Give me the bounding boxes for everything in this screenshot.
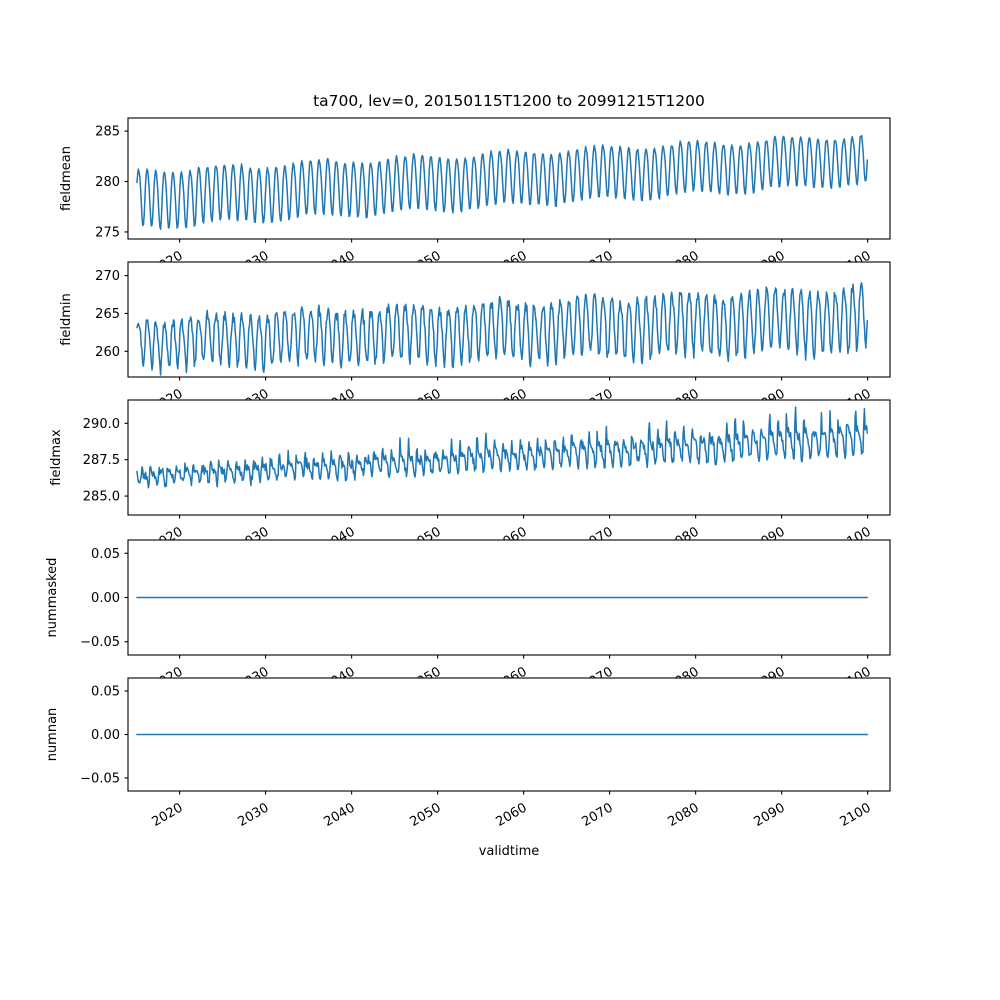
y-tick-label: −0.05 <box>80 635 120 650</box>
y-tick-label: 0.00 <box>91 591 120 606</box>
y-axis-label-numnan: numnan <box>45 708 60 762</box>
y-tick-label: 285 <box>95 125 120 140</box>
axes-spines <box>127 261 891 378</box>
data-line-fieldmean <box>136 134 869 230</box>
y-tick-label: 265 <box>95 307 120 322</box>
y-axis-label-fieldmin: fieldmin <box>59 293 74 346</box>
y-tick-label: −0.05 <box>80 771 120 786</box>
y-tick-label: 0.05 <box>91 685 120 700</box>
axes-spines <box>127 117 891 240</box>
axes-spines <box>127 539 891 656</box>
plot-area-background <box>128 262 890 377</box>
plot-area-background <box>128 118 890 239</box>
y-tick-label: 287.5 <box>83 453 120 468</box>
y-tick-label: 275 <box>95 225 120 240</box>
plot-area-background <box>128 400 890 515</box>
y-axis-label-fieldmax: fieldmax <box>49 429 64 486</box>
figure-title: ta700, lev=0, 20150115T1200 to 20991215T… <box>313 92 705 110</box>
y-tick-label: 270 <box>95 269 120 284</box>
axes-spines <box>127 677 891 792</box>
y-tick-label: 0.00 <box>91 728 120 743</box>
panels-group: 2752802852020203020402050206020702080209… <box>45 117 891 830</box>
x-axis-label: validtime <box>479 844 540 859</box>
data-line-fieldmin <box>136 282 869 376</box>
y-tick-label: 260 <box>95 345 120 360</box>
axes-spines <box>127 399 891 516</box>
y-tick-label: 0.05 <box>91 547 120 562</box>
y-tick-label: 285.0 <box>83 490 120 505</box>
y-axis-label-nummasked: nummasked <box>45 558 60 638</box>
y-tick-label: 290.0 <box>83 417 120 432</box>
y-axis-label-fieldmean: fieldmean <box>59 146 74 211</box>
y-tick-label: 280 <box>95 175 120 190</box>
data-line-fieldmax <box>136 406 869 489</box>
